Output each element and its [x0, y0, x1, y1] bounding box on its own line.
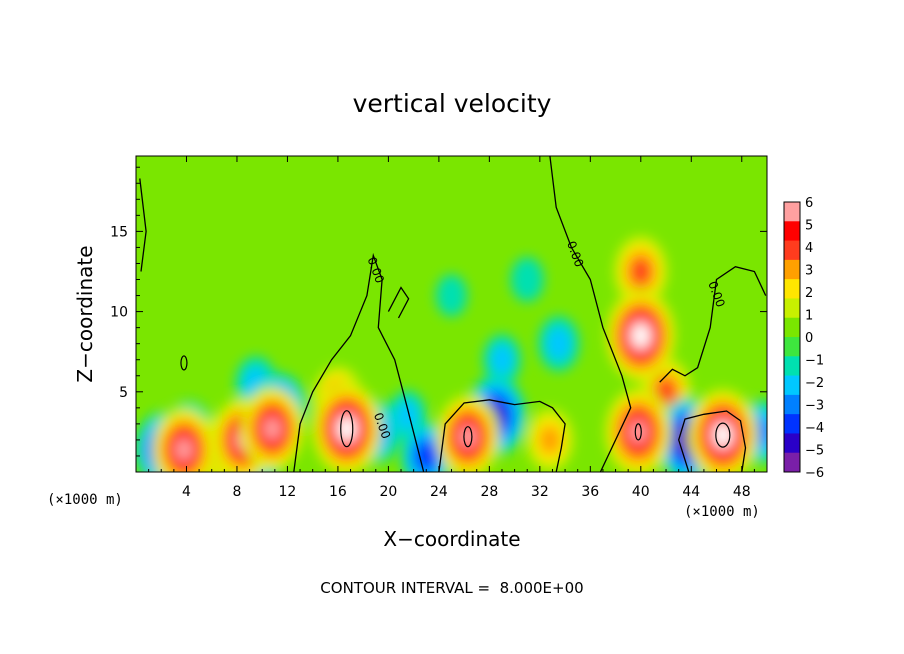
field-blob: [546, 327, 571, 360]
x-tick-label: 44: [682, 484, 700, 500]
colorbar-swatch: [784, 452, 800, 473]
colorbar-swatch: [784, 375, 800, 396]
field-blob: [632, 324, 650, 347]
y-tick-label: 5: [119, 385, 128, 401]
contour-ring: [180, 355, 188, 371]
x-tick-label: 8: [232, 484, 241, 500]
x-tick-label: 36: [581, 484, 599, 500]
colorbar-label: 4: [805, 241, 813, 256]
colorbar-label: −2: [805, 376, 824, 391]
field-blob: [459, 425, 477, 448]
x-tick-label: 32: [531, 484, 549, 500]
colorbar-label: −3: [805, 399, 824, 414]
contour-line: [293, 252, 425, 472]
y-axis-unit: (×1000 m): [684, 504, 760, 520]
colorbar-frame: [783, 201, 801, 473]
contour-line: [549, 156, 632, 472]
colorbar-swatch: [784, 317, 800, 338]
contour-line: [678, 410, 747, 472]
colorbar-label: −4: [805, 421, 824, 436]
x-tick-label: 4: [182, 484, 191, 500]
colorbar-swatch: [784, 240, 800, 261]
contour-interval-note: CONTOUR INTERVAL = 8.000E+00: [320, 579, 583, 597]
colorbar-label: 0: [805, 331, 813, 346]
colorbar-swatch: [784, 202, 800, 222]
x-tick-label: 12: [279, 484, 297, 500]
contour-line: [659, 265, 767, 383]
colorbar-label: 6: [805, 196, 813, 211]
x-axis-unit: (×1000 m): [47, 492, 123, 508]
x-tick-label: 40: [632, 484, 650, 500]
colorbar-label: 2: [805, 286, 813, 301]
field-blob: [263, 417, 281, 440]
y-tick-label: 10: [110, 305, 128, 321]
contour-ring: [340, 410, 354, 448]
contour-ring: [634, 423, 642, 441]
field-blob: [490, 344, 514, 375]
y-axis-label: Z−coordinate: [73, 245, 97, 382]
contour-lines: 0.000.000.000.00: [139, 156, 767, 472]
field-blob: [656, 379, 676, 404]
colorbar-swatch: [784, 356, 800, 377]
x-tick-label: 48: [733, 484, 751, 500]
field-blob: [175, 438, 193, 461]
colorbar-label: 3: [805, 264, 813, 279]
contour-line: [139, 178, 147, 272]
x-axis-label: X−coordinate: [383, 527, 520, 551]
chart-title: vertical velocity: [353, 89, 552, 118]
colorbar-label: −6: [805, 466, 824, 481]
colorbar-swatch: [784, 259, 800, 280]
x-tick-label: 24: [430, 484, 448, 500]
field-blob: [629, 420, 648, 444]
field-blob: [338, 417, 356, 440]
field-blob: [435, 274, 468, 317]
y-tick-label: 15: [110, 224, 128, 240]
x-tick-label: 16: [329, 484, 347, 500]
x-tick-label: 20: [379, 484, 397, 500]
velocity-field: [136, 235, 767, 472]
colorbar-swatch: [784, 279, 800, 299]
colorbar-label: −5: [805, 444, 824, 459]
colorbar-swatch: [784, 433, 800, 454]
plot-area: 0.000.000.000.00: [136, 156, 767, 472]
contour-ring: [463, 426, 473, 448]
field-blob: [395, 400, 419, 432]
y-axis: 5 10 15: [110, 166, 767, 457]
field-blob: [631, 258, 651, 285]
colorbar-swatch: [784, 394, 800, 415]
colorbar-label: −1: [805, 354, 824, 369]
colorbar-label: 1: [805, 309, 813, 324]
colorbar: 6 5 4 3 2 1 0 −1 −2 −3 −4 −5 −6: [783, 196, 824, 481]
x-axis: 4 8 12 16 20 24 28 32 36 40 44 48: [148, 156, 755, 500]
contour-line: [438, 399, 566, 472]
contour-ring: [715, 422, 731, 448]
contour-line: [387, 286, 410, 319]
colorbar-label: 5: [805, 219, 813, 234]
x-tick-label: 28: [480, 484, 498, 500]
colorbar-swatch: [784, 337, 800, 357]
colorbar-swatch: [784, 298, 800, 319]
field-blob: [510, 257, 544, 302]
colorbar-swatch: [784, 221, 800, 242]
colorbar-swatch: [784, 414, 800, 434]
field-blob: [539, 426, 561, 454]
field-blob: [714, 424, 732, 447]
